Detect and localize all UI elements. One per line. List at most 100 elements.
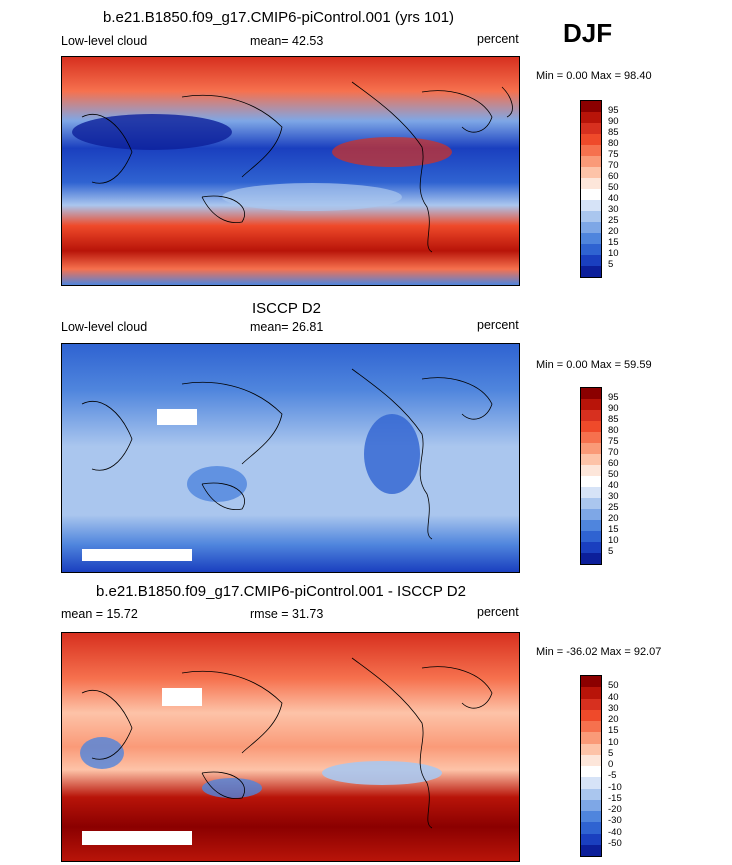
panel3-title: b.e21.B1850.f09_g17.CMIP6-piControl.001 …: [96, 583, 466, 600]
colorbar-tick-label: -20: [608, 804, 622, 815]
colorbar-tick-label: -10: [608, 781, 622, 793]
colorbar-segment: [581, 200, 601, 211]
colorbar-segment: [581, 266, 601, 277]
colorbar-tick-label: -15: [608, 792, 622, 804]
colorbar-tick-label: 10: [608, 248, 619, 259]
colorbar-segment: [581, 531, 601, 542]
colorbar-segment: [581, 732, 601, 744]
colorbar-tick-label: 80: [608, 425, 619, 436]
colorbar-segment: [581, 211, 601, 222]
colorbar-segment: [581, 410, 601, 421]
panel1-mean-label: mean= 42.53: [250, 34, 324, 48]
colorbar-tick-label: 50: [608, 469, 619, 480]
colorbar-segment: [581, 233, 601, 244]
colorbar-tick-label: 30: [608, 491, 619, 502]
colorbar-tick-label: 30: [608, 204, 619, 215]
colorbar-segment: [581, 465, 601, 476]
colorbar-tick-label: 70: [608, 447, 619, 458]
colorbar-segment: [581, 189, 601, 200]
colorbar-tick-label: 20: [608, 226, 619, 237]
panel2-map: [61, 343, 520, 573]
colorbar-tick-label: 75: [608, 436, 619, 447]
colorbar-segment: [581, 687, 601, 699]
panel2-variable-label: Low-level cloud: [61, 320, 148, 334]
colorbar-segment: [581, 454, 601, 465]
colorbar-tick-label: 5: [608, 259, 614, 270]
colorbar-tick-label: 80: [608, 138, 619, 149]
panel1-title: b.e21.B1850.f09_g17.CMIP6-piControl.001 …: [103, 9, 455, 26]
colorbar-tick-label: 0: [608, 759, 614, 770]
colorbar-tick-label: 40: [608, 193, 619, 204]
colorbar-tick-label: -30: [608, 815, 622, 827]
colorbar-segment: [581, 222, 601, 233]
colorbar-tick-label: 50: [608, 680, 619, 692]
colorbar-tick-label: 90: [608, 403, 619, 414]
colorbar-tick-label: -5: [608, 770, 617, 782]
colorbar-tick-label: 40: [608, 480, 619, 491]
colorbar-tick-label: 25: [608, 502, 619, 513]
colorbar-tick-label: 70: [608, 160, 619, 171]
colorbar-segment: [581, 134, 601, 145]
colorbar-segment: [581, 101, 601, 112]
colorbar-tick-label: 90: [608, 116, 619, 127]
colorbar-tick-label: 60: [608, 171, 619, 182]
colorbar-segment: [581, 698, 601, 710]
colorbar-segment: [581, 509, 601, 520]
colorbar-tick-label: -40: [608, 826, 622, 838]
colorbar-tick-label: 10: [608, 535, 619, 546]
colorbar-tick-label: 25: [608, 215, 619, 226]
colorbar-segment: [581, 421, 601, 432]
panel3-map: [61, 632, 520, 862]
colorbar-segment: [581, 676, 601, 688]
colorbar-tick-label: 20: [608, 513, 619, 524]
colorbar-segment: [581, 443, 601, 454]
colorbar-segment: [581, 178, 601, 189]
colorbar-segment: [581, 123, 601, 134]
panel1-variable-label: Low-level cloud: [61, 34, 148, 48]
panel2-mean-label: mean= 26.81: [250, 320, 324, 334]
colorbar-segment: [581, 822, 601, 834]
colorbar-segment: [581, 766, 601, 778]
colorbar-segment: [581, 799, 601, 811]
colorbar-segment: [581, 432, 601, 443]
panel1-units-label: percent: [477, 32, 519, 46]
season-label: DJF: [563, 18, 613, 48]
colorbar-tick-label: 85: [608, 414, 619, 425]
panel1-map: [61, 56, 520, 286]
colorbar-segment: [581, 399, 601, 410]
colorbar-segment: [581, 721, 601, 733]
colorbar-tick-label: 85: [608, 127, 619, 138]
colorbar-tick-label: 30: [608, 702, 619, 714]
colorbar-segment: [581, 156, 601, 167]
colorbar-tick-label: -50: [608, 837, 622, 849]
colorbar-tick-label: 10: [608, 736, 619, 748]
colorbar-tick-label: 15: [608, 237, 619, 248]
colorbar-segment: [581, 388, 601, 399]
panel3-minmax: Min = -36.02 Max = 92.07: [536, 646, 662, 658]
colorbar-segment: [581, 112, 601, 123]
colorbar-tick-label: 40: [608, 691, 619, 703]
panel2-units-label: percent: [477, 318, 519, 332]
colorbar-segment: [581, 743, 601, 755]
colorbar-segment: [581, 777, 601, 789]
colorbar-segment: [581, 754, 601, 766]
panel2-minmax: Min = 0.00 Max = 59.59: [536, 359, 652, 371]
colorbar-segment: [581, 709, 601, 721]
colorbar-segment: [581, 788, 601, 800]
colorbar-tick-label: 50: [608, 182, 619, 193]
colorbar-tick-label: 5: [608, 546, 614, 557]
panel3-mean-label: mean = 15.72: [61, 607, 138, 621]
panel3-rmse-label: rmse = 31.73: [250, 607, 324, 621]
colorbar-segment: [581, 553, 601, 564]
colorbar-segment: [581, 520, 601, 531]
colorbar-tick-label: 60: [608, 458, 619, 469]
panel2-colorbar: [580, 387, 602, 565]
colorbar-segment: [581, 255, 601, 266]
colorbar-segment: [581, 145, 601, 156]
colorbar-tick-label: 5: [608, 747, 614, 759]
colorbar-segment: [581, 476, 601, 487]
colorbar-segment: [581, 833, 601, 845]
colorbar-segment: [581, 487, 601, 498]
panel1-minmax: Min = 0.00 Max = 98.40: [536, 70, 652, 82]
panel1-colorbar: [580, 100, 602, 278]
